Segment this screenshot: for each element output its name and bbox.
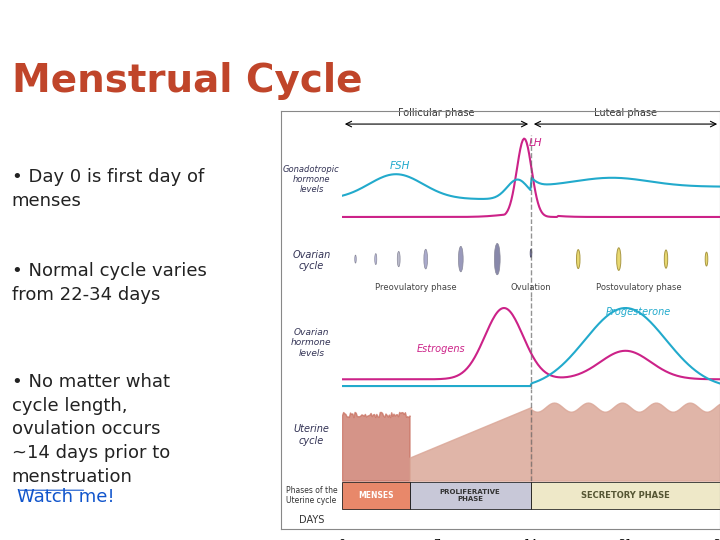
Text: Postovulatory phase: Postovulatory phase [596, 284, 682, 293]
Text: Ovulation: Ovulation [510, 284, 552, 293]
Text: • Day 0 is first day of
menses: • Day 0 is first day of menses [12, 168, 204, 210]
Text: SECRETORY PHASE: SECRETORY PHASE [581, 491, 670, 500]
Text: Estrogens: Estrogens [416, 344, 465, 354]
Circle shape [577, 249, 580, 268]
Text: Phases of the
Uterine cycle: Phases of the Uterine cycle [286, 486, 337, 505]
Text: • No matter what
cycle length,
ovulation occurs
~14 days prior to
menstruation: • No matter what cycle length, ovulation… [12, 373, 170, 485]
Text: PROLIFERATIVE
PHASE: PROLIFERATIVE PHASE [440, 489, 500, 502]
Bar [342, 482, 410, 509]
Circle shape [397, 252, 400, 267]
Text: Progesterone: Progesterone [606, 307, 670, 318]
Circle shape [374, 254, 377, 265]
Text: Uterine
cycle: Uterine cycle [294, 424, 329, 446]
Text: LH: LH [528, 138, 541, 148]
Text: FSH: FSH [390, 161, 410, 171]
Bar [531, 482, 720, 509]
Bar [410, 482, 531, 509]
Circle shape [665, 250, 667, 268]
Circle shape [495, 244, 500, 275]
Circle shape [424, 249, 428, 269]
Text: Ovarian
hormone
levels: Ovarian hormone levels [291, 328, 332, 358]
Circle shape [616, 248, 621, 271]
Text: MENSES: MENSES [358, 491, 394, 500]
Circle shape [530, 249, 532, 257]
Text: DAYS: DAYS [299, 515, 324, 525]
Text: Ovarian
cycle: Ovarian cycle [292, 249, 330, 271]
Text: Follicular phase: Follicular phase [398, 107, 474, 118]
Text: Menstrual Cycle: Menstrual Cycle [12, 62, 362, 100]
Text: Gonadotropic
hormone
levels: Gonadotropic hormone levels [283, 165, 340, 194]
Text: Watch me!: Watch me! [17, 488, 115, 506]
Circle shape [459, 246, 463, 272]
Text: • Normal cycle varies
from 22-34 days: • Normal cycle varies from 22-34 days [12, 262, 207, 304]
Circle shape [355, 255, 356, 263]
Circle shape [705, 252, 708, 266]
Text: Luteal phase: Luteal phase [594, 107, 657, 118]
Text: Preovulatory phase: Preovulatory phase [375, 284, 457, 293]
